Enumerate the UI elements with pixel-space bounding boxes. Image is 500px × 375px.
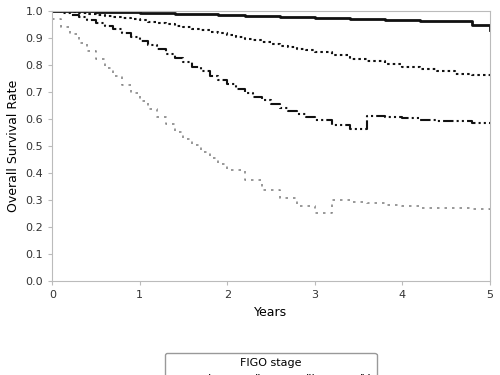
X-axis label: Years: Years: [254, 306, 288, 319]
Legend: I, II, III, IV: I, II, III, IV: [165, 352, 376, 375]
Y-axis label: Overall Survival Rate: Overall Survival Rate: [7, 80, 20, 212]
